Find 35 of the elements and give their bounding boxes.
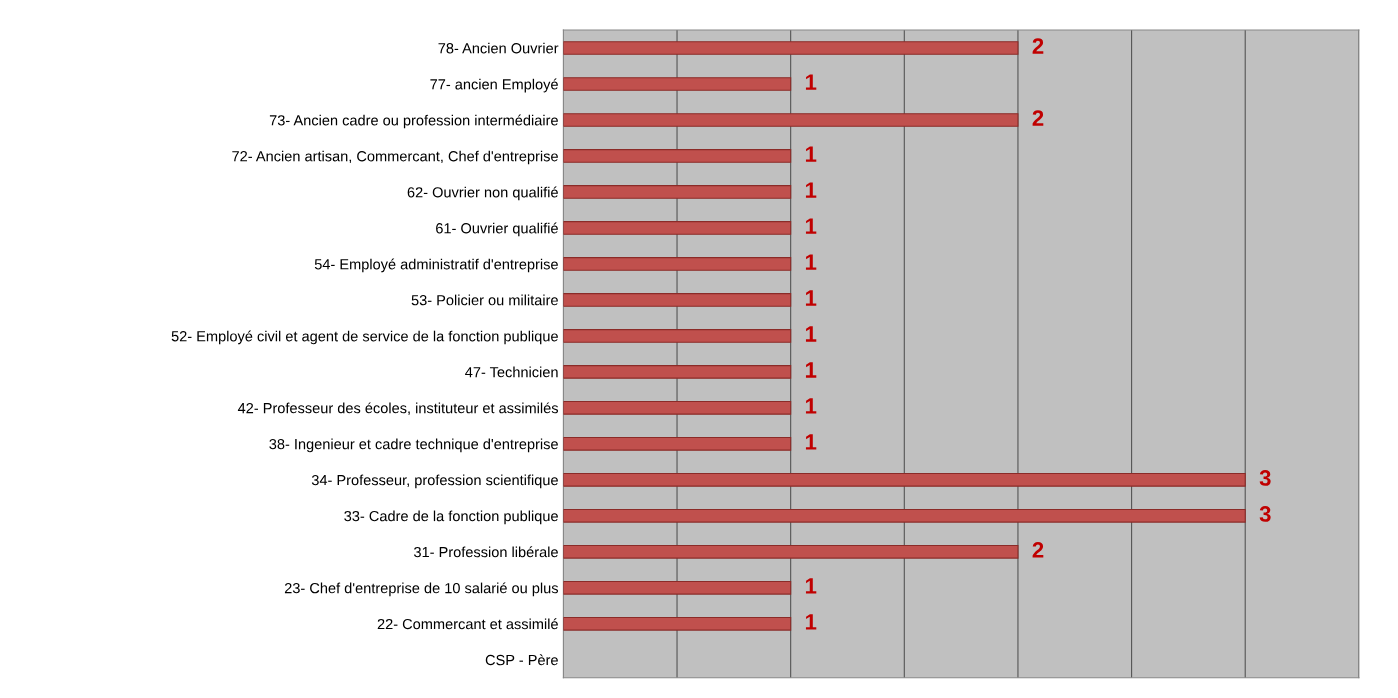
- data-label: 1: [805, 74, 817, 90]
- y-tick-label: 42- Professeur des écoles, instituteur et assimilés: [237, 402, 559, 416]
- y-tick-label: 78- Ancien Ouvrier: [438, 42, 559, 54]
- data-label: 1: [805, 614, 817, 630]
- y-tick-label: 52- Employé civil et agent de service de la fonction publique: [171, 330, 558, 345]
- data-label: 1: [805, 146, 817, 162]
- data-label: 1: [805, 434, 817, 450]
- y-tick-label: 47- Technicien: [465, 366, 558, 378]
- y-tick-label: 33- Cadre de la fonction publique: [344, 510, 558, 525]
- y-tick-label: 77- ancien Employé: [430, 78, 558, 93]
- data-label: 1: [805, 290, 817, 306]
- data-label: 1: [805, 398, 817, 414]
- data-label: 3: [1259, 470, 1271, 486]
- y-tick-label: 53- Policier ou militaire: [411, 294, 558, 306]
- data-label: 2: [1032, 38, 1044, 54]
- y-tick-label: 72- Ancien artisan, Commercant, Chef d'entreprise: [232, 150, 558, 165]
- y-tick-label: 34- Professeur, profession scientifique: [311, 474, 558, 489]
- y-tick-label: 38- Ingenieur et cadre technique d'entreprise: [269, 438, 558, 453]
- y-tick-label: 61- Ouvrier qualifié: [436, 222, 558, 237]
- data-label: 2: [1032, 542, 1044, 558]
- y-tick-label: 31- Profession libérale: [414, 546, 558, 558]
- data-label: 1: [805, 254, 817, 270]
- data-label: 1: [805, 326, 817, 342]
- y-tick-label: 54- Employé administratif d'entreprise: [314, 258, 558, 273]
- data-label: 1: [805, 578, 817, 594]
- y-tick-label: 23- Chef d'entreprise de 10 salarié ou plus: [284, 582, 559, 597]
- y-tick-label: CSP - Père: [485, 654, 558, 666]
- data-label: 1: [805, 362, 817, 378]
- data-label: 2: [1032, 110, 1044, 126]
- data-label: 1: [805, 182, 817, 198]
- y-tick-label: 73- Ancien cadre ou profession intermédiaire: [269, 114, 558, 129]
- data-label: 1: [805, 218, 817, 234]
- data-label: 3: [1259, 506, 1271, 522]
- y-tick-label: 62- Ouvrier non qualifié: [407, 186, 558, 201]
- y-tick-label: 22- Commercant et assimilé: [377, 618, 558, 630]
